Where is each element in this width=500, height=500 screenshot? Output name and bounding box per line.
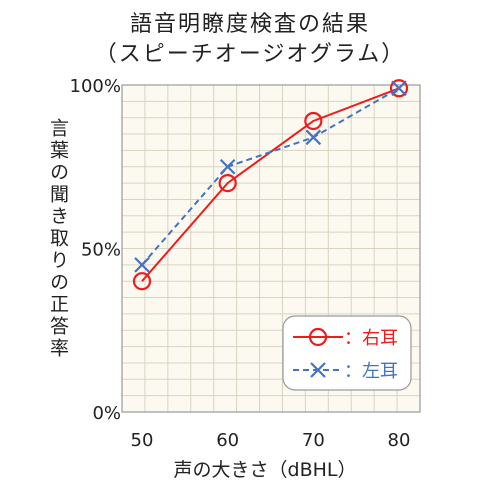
x-tick-label: 60 xyxy=(216,430,239,451)
marker-x xyxy=(219,158,236,175)
marker-circle xyxy=(389,79,409,98)
legend-label: ：右耳 xyxy=(344,328,398,349)
marker-x xyxy=(310,362,326,378)
marker-circle xyxy=(304,111,323,131)
marker-circle xyxy=(132,272,152,291)
legend: ：右耳 ：左耳 xyxy=(282,315,412,391)
series-line xyxy=(141,87,400,266)
x-axis-label: 声の大きさ（dBHL） xyxy=(174,459,357,481)
marker-circle xyxy=(218,174,237,193)
y-tick-label: 0% xyxy=(92,403,121,424)
marker-x xyxy=(134,257,150,273)
marker-x xyxy=(391,80,407,97)
x-tick-label: 70 xyxy=(302,430,325,451)
chart-title-line1: 語音明瞭度検査の結果 xyxy=(129,12,370,37)
x-tick-label: 50 xyxy=(131,430,154,451)
y-axis-label: 言葉の聞き取りの正答率 xyxy=(47,118,69,360)
y-tick-label: 100% xyxy=(70,76,121,97)
marker-x xyxy=(305,129,322,146)
legend-label: ：左耳 xyxy=(344,361,398,382)
x-tick-labels: 50 60 70 80 xyxy=(131,430,411,451)
plot-frame xyxy=(121,84,421,413)
chart-title-line2: （スピーチオージオグラム） xyxy=(94,42,406,67)
marker-circle xyxy=(308,327,328,347)
series-group xyxy=(132,79,409,291)
x-tick-label: 80 xyxy=(388,430,411,451)
y-tick-label: 50% xyxy=(81,240,121,261)
y-tick-labels: 0% 50% 100% xyxy=(70,76,121,424)
